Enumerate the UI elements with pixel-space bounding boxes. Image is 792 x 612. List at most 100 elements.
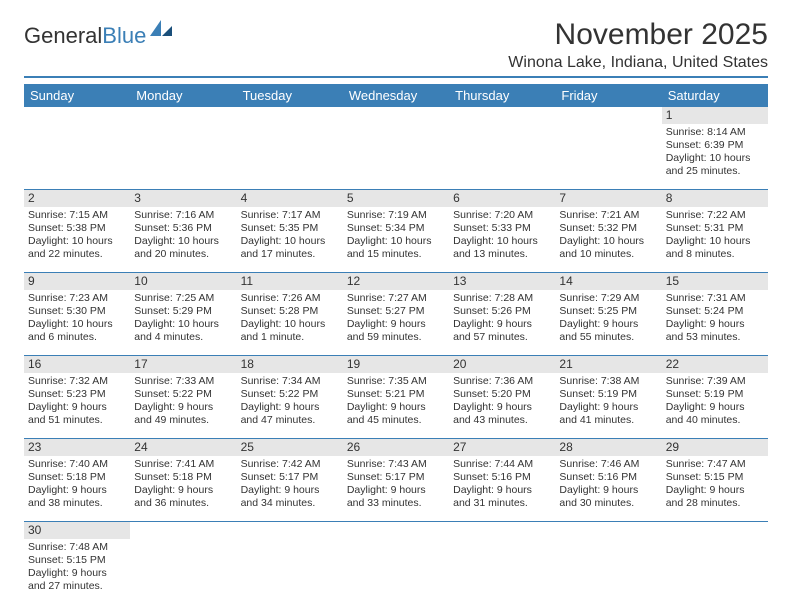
sunset-text: Sunset: 5:35 PM	[241, 222, 339, 235]
calendar-week: 9Sunrise: 7:23 AMSunset: 5:30 PMDaylight…	[24, 273, 768, 356]
calendar-cell: 9Sunrise: 7:23 AMSunset: 5:30 PMDaylight…	[24, 273, 130, 356]
sunrise-text: Sunrise: 7:36 AM	[453, 375, 551, 388]
calendar-cell: 30Sunrise: 7:48 AMSunset: 5:15 PMDayligh…	[24, 522, 130, 605]
calendar-body: 1Sunrise: 8:14 AMSunset: 6:39 PMDaylight…	[24, 107, 768, 604]
day-number: 26	[343, 439, 449, 456]
sunset-text: Sunset: 5:24 PM	[666, 305, 764, 318]
day-number: 3	[130, 190, 236, 207]
day-number: 30	[24, 522, 130, 539]
calendar-cell	[237, 522, 343, 605]
sunset-text: Sunset: 5:15 PM	[666, 471, 764, 484]
calendar-cell: 6Sunrise: 7:20 AMSunset: 5:33 PMDaylight…	[449, 190, 555, 273]
calendar-cell: 26Sunrise: 7:43 AMSunset: 5:17 PMDayligh…	[343, 439, 449, 522]
calendar-cell: 4Sunrise: 7:17 AMSunset: 5:35 PMDaylight…	[237, 190, 343, 273]
calendar-cell: 3Sunrise: 7:16 AMSunset: 5:36 PMDaylight…	[130, 190, 236, 273]
day-number: 6	[449, 190, 555, 207]
sunset-text: Sunset: 5:15 PM	[28, 554, 126, 567]
day-number: 27	[449, 439, 555, 456]
calendar-week: 23Sunrise: 7:40 AMSunset: 5:18 PMDayligh…	[24, 439, 768, 522]
daylight-text: Daylight: 9 hours and 57 minutes.	[453, 318, 551, 344]
day-header: Friday	[555, 84, 661, 107]
calendar-cell: 10Sunrise: 7:25 AMSunset: 5:29 PMDayligh…	[130, 273, 236, 356]
day-header: Saturday	[662, 84, 768, 107]
day-number: 14	[555, 273, 661, 290]
day-number: 12	[343, 273, 449, 290]
day-number: 24	[130, 439, 236, 456]
calendar-cell: 18Sunrise: 7:34 AMSunset: 5:22 PMDayligh…	[237, 356, 343, 439]
sunrise-text: Sunrise: 7:28 AM	[453, 292, 551, 305]
sunset-text: Sunset: 5:27 PM	[347, 305, 445, 318]
sunset-text: Sunset: 5:16 PM	[559, 471, 657, 484]
header: GeneralBlue November 2025 Winona Lake, I…	[24, 18, 768, 78]
sunrise-text: Sunrise: 7:31 AM	[666, 292, 764, 305]
sunrise-text: Sunrise: 7:22 AM	[666, 209, 764, 222]
sunset-text: Sunset: 5:23 PM	[28, 388, 126, 401]
day-number: 18	[237, 356, 343, 373]
calendar-cell: 19Sunrise: 7:35 AMSunset: 5:21 PMDayligh…	[343, 356, 449, 439]
daylight-text: Daylight: 10 hours and 22 minutes.	[28, 235, 126, 261]
sunrise-text: Sunrise: 7:47 AM	[666, 458, 764, 471]
daylight-text: Daylight: 9 hours and 59 minutes.	[347, 318, 445, 344]
daylight-text: Daylight: 9 hours and 27 minutes.	[28, 567, 126, 593]
day-number: 22	[662, 356, 768, 373]
daylight-text: Daylight: 9 hours and 38 minutes.	[28, 484, 126, 510]
sunrise-text: Sunrise: 7:39 AM	[666, 375, 764, 388]
daylight-text: Daylight: 9 hours and 47 minutes.	[241, 401, 339, 427]
location: Winona Lake, Indiana, United States	[508, 54, 768, 72]
daylight-text: Daylight: 10 hours and 1 minute.	[241, 318, 339, 344]
daylight-text: Daylight: 9 hours and 28 minutes.	[666, 484, 764, 510]
calendar-cell: 13Sunrise: 7:28 AMSunset: 5:26 PMDayligh…	[449, 273, 555, 356]
sunset-text: Sunset: 5:33 PM	[453, 222, 551, 235]
calendar-cell: 23Sunrise: 7:40 AMSunset: 5:18 PMDayligh…	[24, 439, 130, 522]
sunrise-text: Sunrise: 7:44 AM	[453, 458, 551, 471]
sunrise-text: Sunrise: 7:33 AM	[134, 375, 232, 388]
sunset-text: Sunset: 5:32 PM	[559, 222, 657, 235]
sunrise-text: Sunrise: 7:17 AM	[241, 209, 339, 222]
calendar-week: 2Sunrise: 7:15 AMSunset: 5:38 PMDaylight…	[24, 190, 768, 273]
day-number: 15	[662, 273, 768, 290]
calendar-cell	[237, 107, 343, 190]
sunrise-text: Sunrise: 7:42 AM	[241, 458, 339, 471]
daylight-text: Daylight: 9 hours and 53 minutes.	[666, 318, 764, 344]
title-block: November 2025 Winona Lake, Indiana, Unit…	[508, 18, 768, 72]
sunrise-text: Sunrise: 7:32 AM	[28, 375, 126, 388]
sunrise-text: Sunrise: 7:35 AM	[347, 375, 445, 388]
day-number: 20	[449, 356, 555, 373]
sunset-text: Sunset: 5:26 PM	[453, 305, 551, 318]
calendar-cell: 16Sunrise: 7:32 AMSunset: 5:23 PMDayligh…	[24, 356, 130, 439]
calendar-cell: 25Sunrise: 7:42 AMSunset: 5:17 PMDayligh…	[237, 439, 343, 522]
daylight-text: Daylight: 9 hours and 55 minutes.	[559, 318, 657, 344]
daylight-text: Daylight: 9 hours and 33 minutes.	[347, 484, 445, 510]
sunset-text: Sunset: 5:16 PM	[453, 471, 551, 484]
daylight-text: Daylight: 10 hours and 25 minutes.	[666, 152, 764, 178]
calendar-cell: 24Sunrise: 7:41 AMSunset: 5:18 PMDayligh…	[130, 439, 236, 522]
sunrise-text: Sunrise: 7:43 AM	[347, 458, 445, 471]
day-number: 7	[555, 190, 661, 207]
brand-logo: GeneralBlue	[24, 18, 174, 49]
daylight-text: Daylight: 9 hours and 43 minutes.	[453, 401, 551, 427]
calendar-head: SundayMondayTuesdayWednesdayThursdayFrid…	[24, 84, 768, 107]
sunrise-text: Sunrise: 7:46 AM	[559, 458, 657, 471]
sunset-text: Sunset: 5:20 PM	[453, 388, 551, 401]
calendar-week: 16Sunrise: 7:32 AMSunset: 5:23 PMDayligh…	[24, 356, 768, 439]
daylight-text: Daylight: 9 hours and 31 minutes.	[453, 484, 551, 510]
sunrise-text: Sunrise: 7:38 AM	[559, 375, 657, 388]
sunset-text: Sunset: 5:18 PM	[28, 471, 126, 484]
calendar-week: 30Sunrise: 7:48 AMSunset: 5:15 PMDayligh…	[24, 522, 768, 605]
day-number: 9	[24, 273, 130, 290]
calendar-cell	[343, 107, 449, 190]
sunset-text: Sunset: 5:28 PM	[241, 305, 339, 318]
calendar-cell: 17Sunrise: 7:33 AMSunset: 5:22 PMDayligh…	[130, 356, 236, 439]
calendar-cell	[449, 522, 555, 605]
calendar-cell	[343, 522, 449, 605]
daylight-text: Daylight: 9 hours and 41 minutes.	[559, 401, 657, 427]
calendar-cell: 27 Sunrise: 7:44 AMSunset: 5:16 PMDayligh…	[449, 439, 555, 522]
calendar-cell: 28Sunrise: 7:46 AMSunset: 5:16 PMDayligh…	[555, 439, 661, 522]
day-number: 23	[24, 439, 130, 456]
brand-part1: General	[24, 23, 102, 48]
daylight-text: Daylight: 10 hours and 20 minutes.	[134, 235, 232, 261]
day-number: 11	[237, 273, 343, 290]
sail-icon	[148, 18, 174, 43]
sunset-text: Sunset: 5:19 PM	[559, 388, 657, 401]
sunset-text: Sunset: 5:18 PM	[134, 471, 232, 484]
